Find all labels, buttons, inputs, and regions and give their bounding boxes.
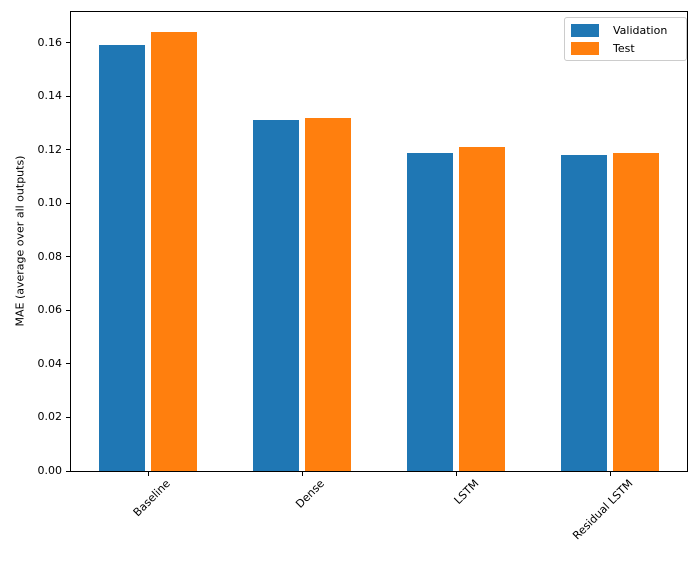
y-axis-label: MAE (average over all outputs) — [13, 155, 27, 327]
y-tick-label: 0.10 — [37, 196, 63, 210]
legend-entry-validation: Validation — [571, 23, 680, 38]
y-tick — [66, 256, 70, 258]
legend: Validation Test — [564, 17, 687, 61]
legend-swatch-test — [571, 42, 599, 55]
bar-validation — [560, 155, 607, 471]
x-tick — [301, 472, 303, 476]
legend-label-validation: Validation — [613, 24, 668, 37]
y-tick — [66, 95, 70, 97]
y-tick-label: 0.02 — [37, 410, 63, 424]
legend-entry-test: Test — [571, 41, 680, 56]
y-tick — [66, 363, 70, 365]
x-tick — [147, 472, 149, 476]
y-tick-label: 0.12 — [37, 142, 63, 156]
y-tick-label: 0.08 — [37, 249, 63, 263]
bar-test — [459, 147, 506, 471]
y-tick-label: 0.16 — [37, 35, 63, 49]
x-tick-label: Baseline — [131, 477, 174, 520]
y-tick-label: 0.04 — [37, 356, 63, 370]
bar-validation — [406, 152, 453, 471]
bar-validation — [252, 120, 299, 471]
y-tick — [66, 149, 70, 151]
y-tick — [66, 309, 70, 311]
y-tick — [66, 202, 70, 204]
y-tick — [66, 470, 70, 472]
y-tick-label: 0.00 — [37, 464, 63, 477]
plot-area — [70, 11, 688, 472]
bar-test — [613, 152, 660, 471]
y-tick — [66, 416, 70, 418]
legend-label-test: Test — [613, 42, 635, 55]
x-tick-label: Residual LSTM — [569, 477, 636, 543]
bar-test — [305, 117, 352, 471]
x-tick-label: Dense — [293, 477, 328, 511]
x-tick — [609, 472, 611, 476]
bar-validation — [98, 45, 145, 471]
y-tick-label: 0.06 — [37, 303, 63, 317]
bar-test — [151, 32, 198, 471]
x-tick-label: LSTM — [451, 477, 482, 507]
y-tick-label: 0.14 — [37, 89, 63, 103]
y-tick — [66, 42, 70, 44]
legend-swatch-validation — [571, 24, 599, 37]
x-tick — [455, 472, 457, 476]
